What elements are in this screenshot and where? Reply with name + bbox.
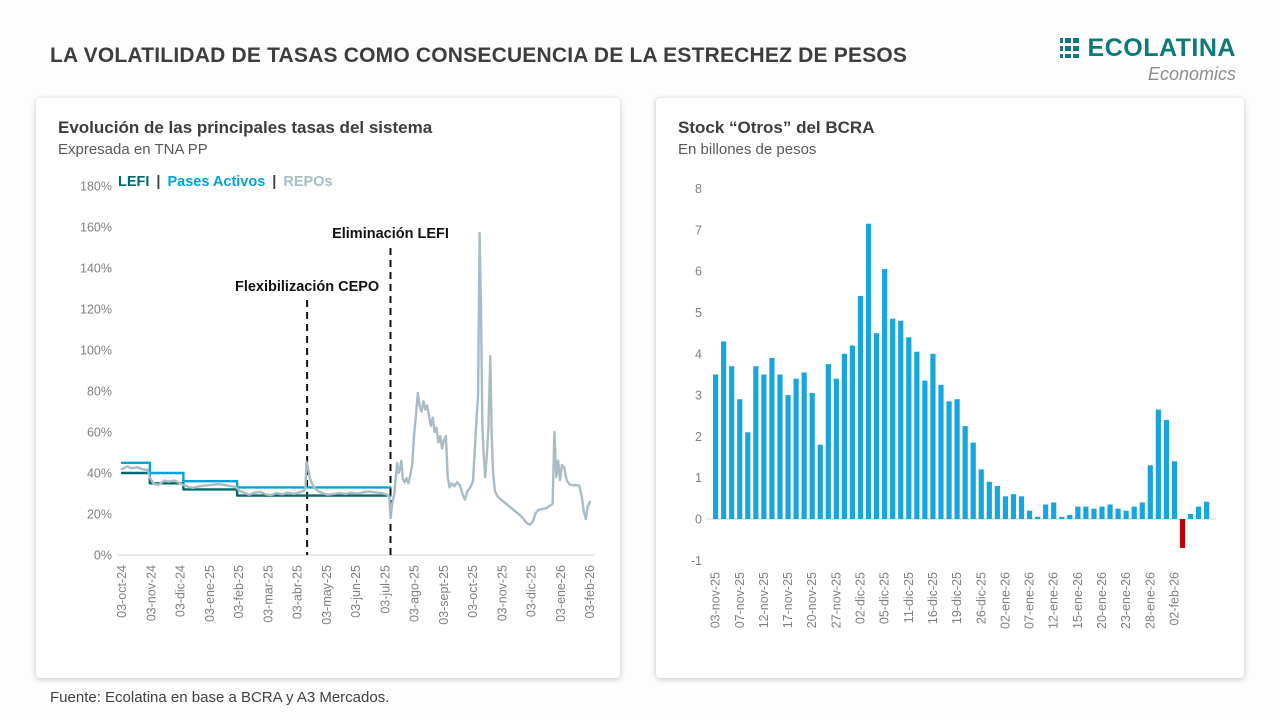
svg-text:03-nov-25: 03-nov-25 bbox=[709, 572, 723, 628]
svg-text:Eliminación LEFI: Eliminación LEFI bbox=[332, 226, 449, 242]
rates-chart-title: Evolución de las principales tasas del s… bbox=[58, 118, 433, 137]
svg-text:03-dic-25: 03-dic-25 bbox=[525, 565, 539, 617]
svg-text:03-feb-25: 03-feb-25 bbox=[232, 565, 246, 619]
svg-text:40%: 40% bbox=[87, 467, 112, 481]
svg-text:05-dic-25: 05-dic-25 bbox=[878, 572, 892, 624]
svg-text:03-nov-25: 03-nov-25 bbox=[495, 565, 509, 621]
stock-chart-subtitle: En billones de pesos bbox=[678, 141, 817, 158]
svg-text:27-nov-25: 27-nov-25 bbox=[829, 572, 843, 628]
svg-text:6: 6 bbox=[695, 265, 702, 279]
logo-grid-icon bbox=[1059, 37, 1081, 60]
svg-text:-1: -1 bbox=[691, 554, 702, 568]
stock-chart-title: Stock “Otros” del BCRA bbox=[678, 118, 875, 137]
svg-text:2: 2 bbox=[695, 430, 702, 444]
svg-text:03-dic-24: 03-dic-24 bbox=[174, 565, 188, 617]
svg-text:100%: 100% bbox=[80, 344, 112, 358]
svg-text:1: 1 bbox=[695, 471, 702, 485]
svg-text:16-dic-25: 16-dic-25 bbox=[926, 572, 940, 624]
svg-text:5: 5 bbox=[695, 306, 702, 320]
svg-text:0: 0 bbox=[695, 513, 702, 527]
svg-text:Flexibilización CEPO: Flexibilización CEPO bbox=[235, 279, 379, 295]
svg-text:19-dic-25: 19-dic-25 bbox=[950, 572, 964, 624]
legend-lefi: LEFI bbox=[118, 174, 150, 190]
svg-text:20%: 20% bbox=[87, 508, 112, 522]
svg-text:23-ene-26: 23-ene-26 bbox=[1119, 572, 1133, 629]
svg-text:26-dic-25: 26-dic-25 bbox=[974, 572, 988, 624]
stock-chart-panel: Stock “Otros” del BCRA En billones de pe… bbox=[656, 98, 1244, 678]
svg-text:03-oct-25: 03-oct-25 bbox=[466, 565, 480, 618]
svg-text:8: 8 bbox=[695, 182, 702, 196]
svg-text:20-ene-26: 20-ene-26 bbox=[1095, 572, 1109, 629]
svg-text:02-ene-26: 02-ene-26 bbox=[998, 572, 1012, 629]
svg-text:03-feb-26: 03-feb-26 bbox=[583, 565, 597, 619]
svg-text:7: 7 bbox=[695, 223, 702, 237]
svg-text:03-jul-25: 03-jul-25 bbox=[378, 565, 392, 614]
svg-text:160%: 160% bbox=[80, 221, 112, 235]
page-title: LA VOLATILIDAD DE TASAS COMO CONSECUENCI… bbox=[50, 44, 908, 67]
logo-name: ECOLATINA bbox=[1087, 34, 1236, 62]
svg-text:17-nov-25: 17-nov-25 bbox=[781, 572, 795, 628]
svg-text:140%: 140% bbox=[80, 262, 112, 276]
svg-text:03-nov-24: 03-nov-24 bbox=[144, 565, 158, 621]
svg-text:11-dic-25: 11-dic-25 bbox=[902, 572, 916, 623]
svg-text:28-ene-26: 28-ene-26 bbox=[1143, 572, 1157, 629]
svg-text:03-oct-24: 03-oct-24 bbox=[115, 565, 129, 618]
svg-text:03-ene-26: 03-ene-26 bbox=[554, 565, 568, 622]
rates-line-chart: 0% 20% 40% 60% 80% 100% 120% 140% 160% 180% 03-oct… bbox=[80, 180, 597, 625]
svg-text:0%: 0% bbox=[94, 549, 112, 563]
source-note: Fuente: Ecolatina en base a BCRA y A3 Me… bbox=[50, 689, 390, 706]
rates-chart-legend: LEFI | Pases Activos | REPOs bbox=[118, 174, 333, 190]
rates-chart-subtitle: Expresada en TNA PP bbox=[58, 141, 208, 158]
legend-separator: | bbox=[272, 174, 277, 190]
svg-text:120%: 120% bbox=[80, 303, 112, 317]
svg-text:03-ene-25: 03-ene-25 bbox=[203, 565, 217, 622]
ecolatina-logo: ECOLATINA Economics bbox=[1059, 34, 1236, 85]
legend-pases-activos: Pases Activos bbox=[167, 174, 266, 190]
svg-text:12-nov-25: 12-nov-25 bbox=[757, 572, 771, 628]
svg-text:80%: 80% bbox=[87, 385, 112, 399]
svg-text:07-ene-26: 07-ene-26 bbox=[1023, 572, 1037, 629]
svg-text:4: 4 bbox=[695, 347, 702, 361]
svg-text:02-dic-25: 02-dic-25 bbox=[854, 572, 868, 624]
svg-text:03-jun-25: 03-jun-25 bbox=[349, 565, 363, 618]
svg-text:15-ene-26: 15-ene-26 bbox=[1071, 572, 1085, 629]
svg-text:02-feb-26: 02-feb-26 bbox=[1168, 572, 1182, 626]
svg-text:03-may-25: 03-may-25 bbox=[320, 565, 334, 625]
rates-chart-panel: Evolución de las principales tasas del s… bbox=[36, 98, 620, 678]
legend-separator: | bbox=[156, 174, 161, 190]
svg-text:3: 3 bbox=[695, 389, 702, 403]
svg-text:03-mar-25: 03-mar-25 bbox=[261, 565, 275, 623]
svg-text:12-ene-26: 12-ene-26 bbox=[1047, 572, 1061, 629]
svg-text:60%: 60% bbox=[87, 426, 112, 440]
legend-repos: REPOs bbox=[283, 174, 333, 190]
svg-text:20-nov-25: 20-nov-25 bbox=[805, 572, 819, 628]
stock-bar-chart: -1 0 1 2 3 4 5 6 7 8 03-nov-25 07-nov-25 12-nov-25 17… bbox=[691, 182, 1216, 629]
svg-text:03-abr-25: 03-abr-25 bbox=[291, 565, 305, 619]
svg-text:180%: 180% bbox=[80, 180, 112, 194]
svg-text:07-nov-25: 07-nov-25 bbox=[733, 572, 747, 628]
svg-text:03-sept-25: 03-sept-25 bbox=[437, 565, 451, 625]
logo-tagline: Economics bbox=[1147, 64, 1236, 84]
svg-text:03-ago-25: 03-ago-25 bbox=[408, 565, 422, 622]
